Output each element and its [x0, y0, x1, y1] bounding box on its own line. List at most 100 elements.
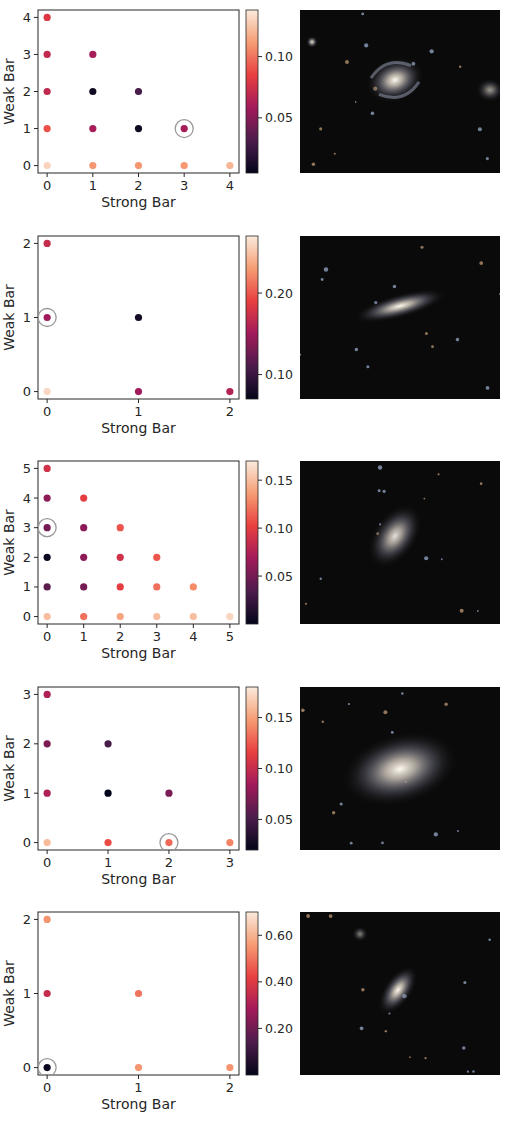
- x-tick-label: 0: [43, 1080, 51, 1095]
- colorbar-tick: [258, 717, 262, 718]
- y-tick: [34, 527, 38, 528]
- x-tick-label: 1: [80, 629, 88, 644]
- points: [44, 14, 234, 169]
- highlight-ring: [175, 120, 193, 138]
- colorbar-tick-label: 0.60: [265, 928, 293, 943]
- plot-frame: [38, 912, 239, 1075]
- colorbar-tick: [258, 528, 262, 529]
- x-tick-label: 4: [226, 178, 234, 193]
- y-axis-title: Weak Bar: [1, 735, 17, 802]
- x-tick-label: 2: [226, 404, 234, 419]
- panel: 0123401234Strong BarWeak Bar0.050.10: [1, 10, 504, 210]
- y-tick-label: 2: [23, 236, 31, 251]
- x-tick: [229, 399, 230, 403]
- x-tick: [138, 1075, 139, 1079]
- point: [80, 524, 87, 531]
- galaxy-image: [300, 10, 500, 173]
- x-tick: [156, 624, 157, 628]
- x-tick-label: 5: [226, 629, 234, 644]
- point: [44, 465, 51, 472]
- point: [117, 554, 124, 561]
- point: [181, 162, 188, 169]
- y-tick: [34, 17, 38, 18]
- point: [135, 388, 142, 395]
- point: [226, 613, 233, 620]
- colorbar-tick-label: 0.40: [265, 974, 293, 989]
- highlight-ring: [160, 834, 178, 850]
- x-axis-title: Strong Bar: [101, 871, 176, 887]
- x-tick-label: 1: [134, 1080, 142, 1095]
- point: [80, 554, 87, 561]
- point: [89, 162, 96, 169]
- galaxy-image: [300, 236, 500, 399]
- point: [44, 51, 51, 58]
- y-tick: [34, 468, 38, 469]
- panel: 01230123Strong BarWeak Bar0.050.100.15: [1, 687, 500, 887]
- y-tick-label: 3: [23, 520, 31, 535]
- y-tick-label: 1: [23, 579, 31, 594]
- point: [190, 583, 197, 590]
- point: [165, 839, 172, 846]
- y-tick-label: 2: [23, 736, 31, 751]
- y-tick: [34, 586, 38, 587]
- y-tick: [34, 317, 38, 318]
- x-tick: [47, 173, 48, 177]
- point: [44, 583, 51, 590]
- x-tick: [229, 624, 230, 628]
- galaxy-image: [300, 461, 500, 624]
- x-tick: [108, 850, 109, 854]
- colorbar-tick-label: 0.10: [265, 521, 293, 536]
- colorbar-tick-label: 0.10: [265, 761, 293, 776]
- points: [38, 240, 233, 395]
- x-tick-label: 1: [134, 404, 142, 419]
- colorbar-tick: [258, 576, 262, 577]
- y-tick: [34, 842, 38, 843]
- point: [44, 613, 51, 620]
- colorbar: [246, 236, 258, 399]
- point: [44, 162, 51, 169]
- y-tick: [34, 165, 38, 166]
- y-tick-label: 1: [23, 121, 31, 136]
- point: [104, 790, 111, 797]
- x-tick: [47, 624, 48, 628]
- colorbar: [246, 912, 258, 1075]
- point: [89, 125, 96, 132]
- point: [190, 613, 197, 620]
- x-tick: [184, 173, 185, 177]
- point: [44, 314, 51, 321]
- colorbar-tick: [258, 819, 262, 820]
- point: [226, 388, 233, 395]
- y-tick: [34, 54, 38, 55]
- y-axis-title: Weak Bar: [1, 509, 17, 576]
- plot-frame: [38, 10, 239, 173]
- colorbar-tick-label: 0.10: [265, 367, 293, 382]
- point: [226, 1064, 233, 1071]
- x-axis-title: Strong Bar: [101, 420, 176, 436]
- colorbar-tick: [258, 293, 262, 294]
- colorbar: [246, 687, 258, 850]
- y-tick-label: 3: [23, 687, 31, 702]
- galaxy-image: [300, 912, 500, 1075]
- y-tick-label: 1: [23, 310, 31, 325]
- point: [135, 162, 142, 169]
- galaxy-image: [300, 687, 500, 850]
- x-tick: [92, 173, 93, 177]
- colorbar-tick: [258, 117, 262, 118]
- point: [104, 740, 111, 747]
- plot-frame: [38, 687, 239, 850]
- colorbar-tick: [258, 935, 262, 936]
- x-tick-label: 3: [180, 178, 188, 193]
- colorbar-tick: [258, 981, 262, 982]
- x-tick-label: 0: [43, 629, 51, 644]
- x-tick-label: 2: [226, 1080, 234, 1095]
- colorbar: [246, 461, 258, 624]
- colorbar-tick: [258, 56, 262, 57]
- point: [226, 162, 233, 169]
- point: [117, 583, 124, 590]
- colorbar-tick: [258, 374, 262, 375]
- plot-frame: [38, 236, 239, 399]
- plot-frame: [38, 461, 239, 624]
- point: [44, 990, 51, 997]
- colorbar-tick-label: 0.10: [265, 49, 293, 64]
- point: [44, 88, 51, 95]
